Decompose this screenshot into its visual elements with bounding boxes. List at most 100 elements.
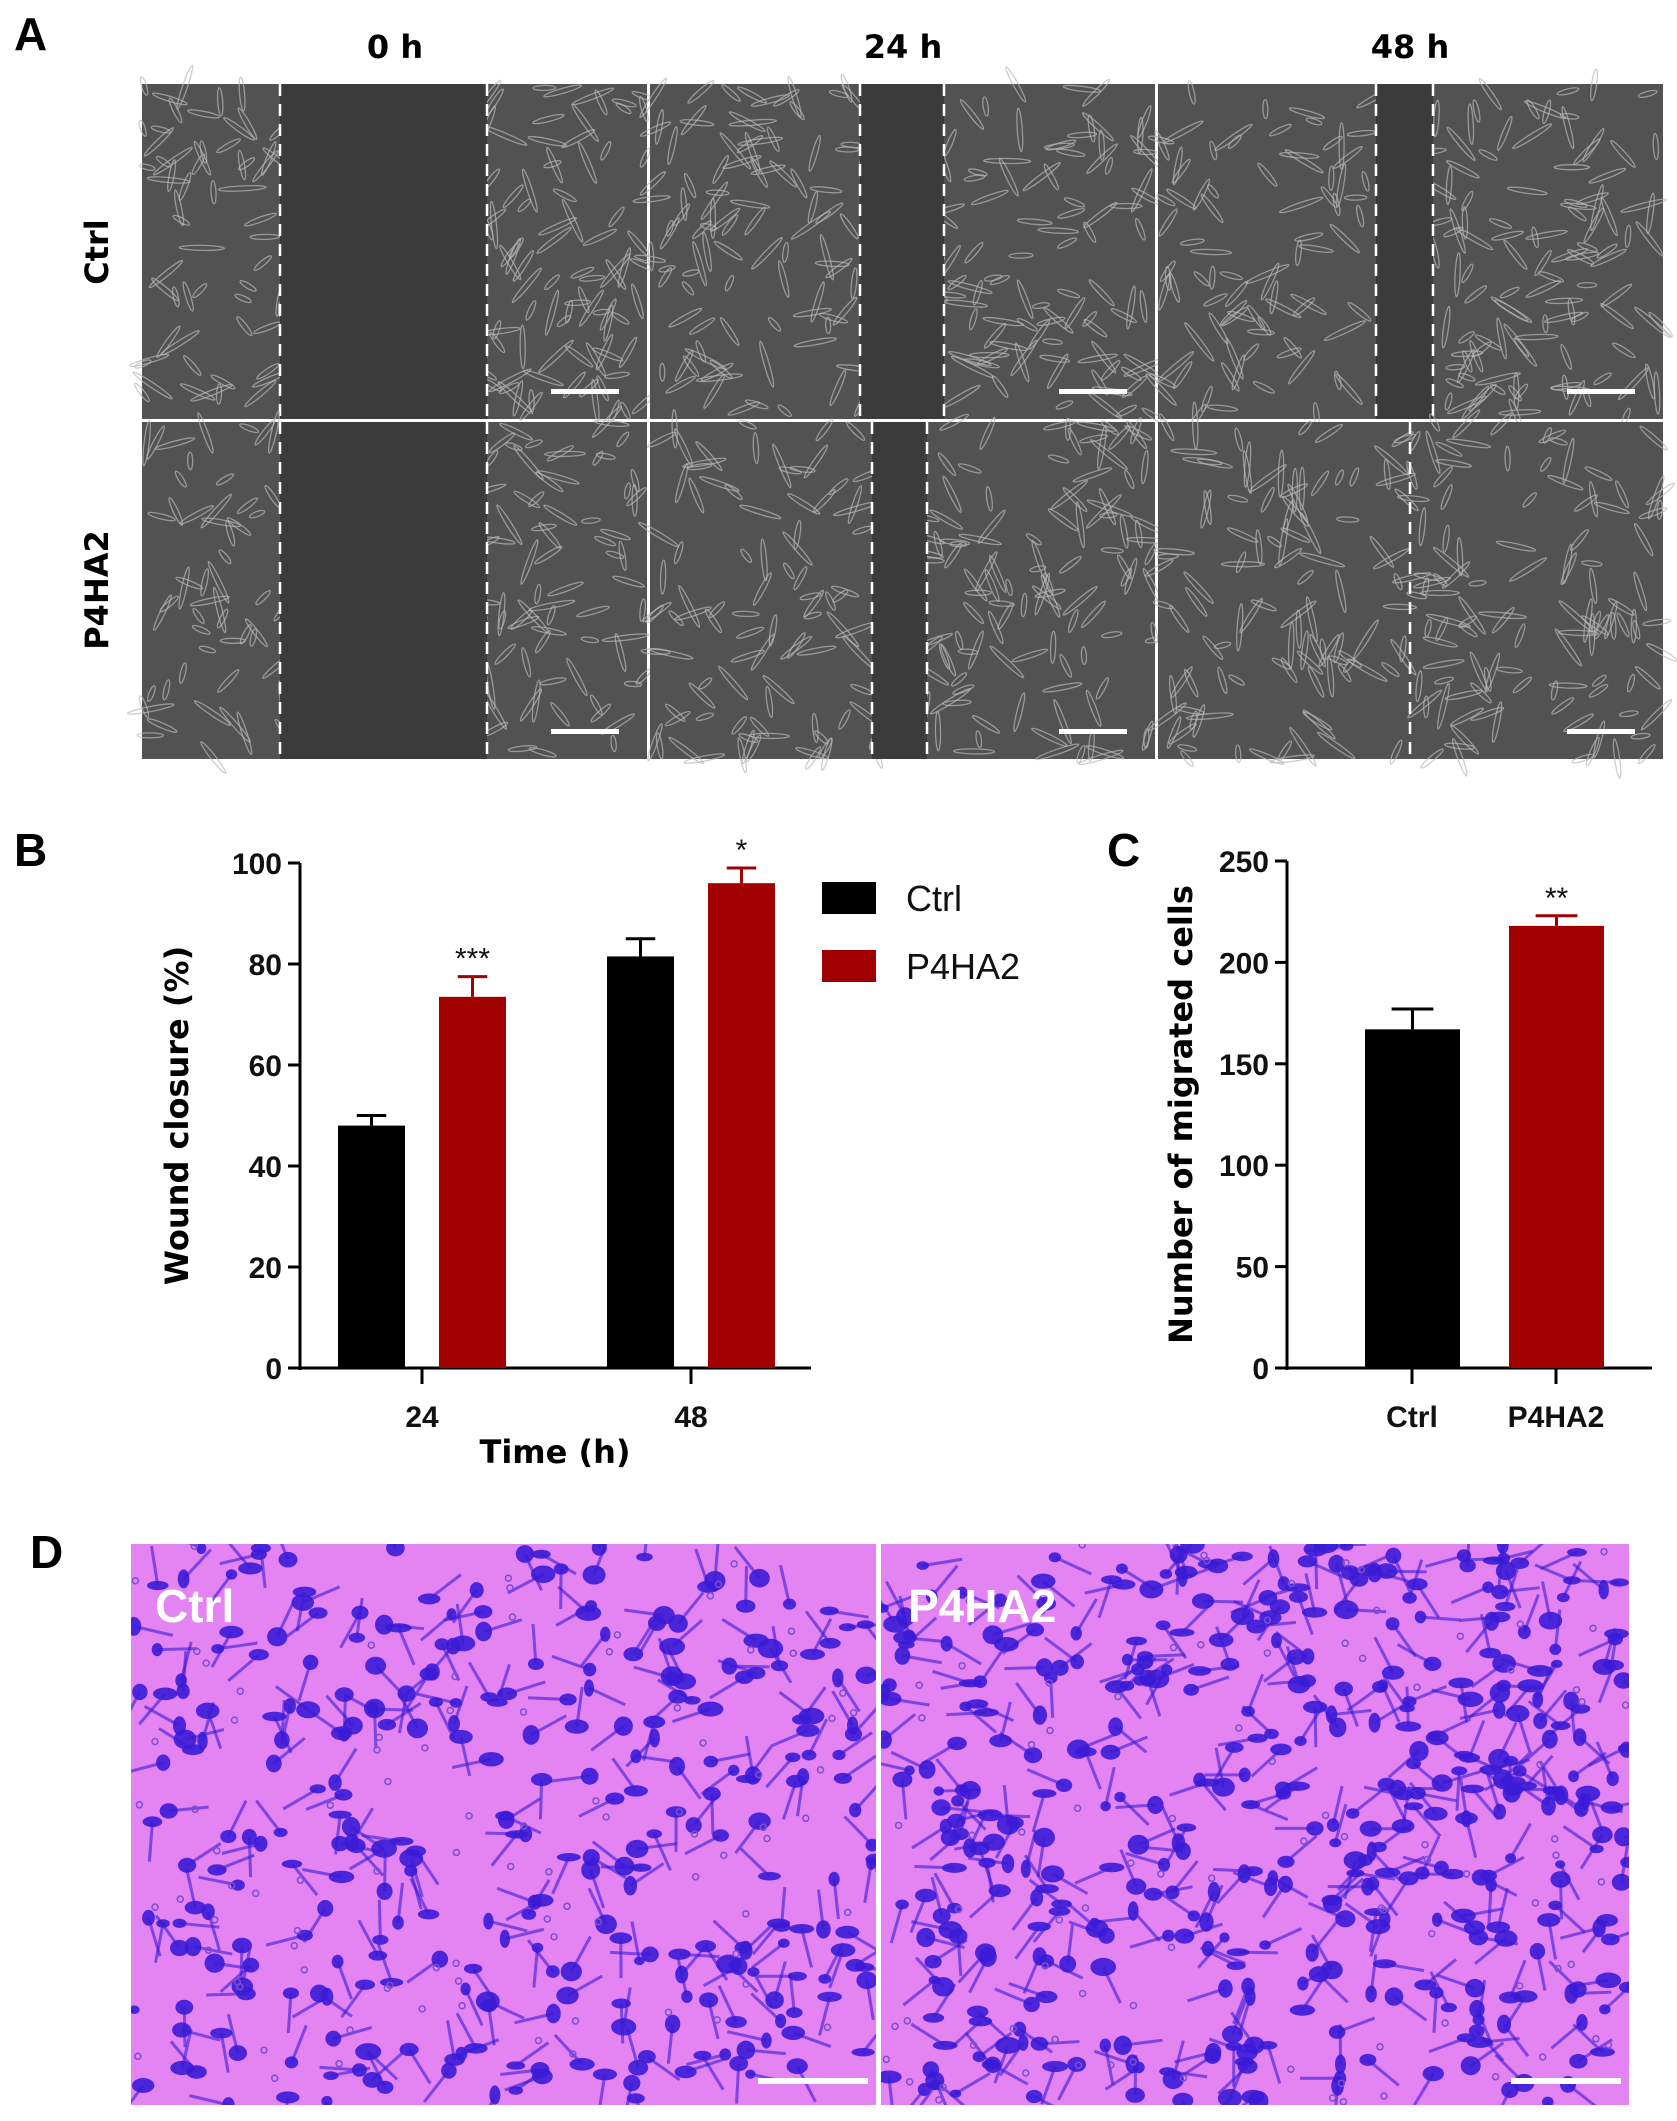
stained-cell <box>469 1582 484 1599</box>
membrane-pore <box>1127 1859 1135 1867</box>
cell-process <box>838 1731 873 1757</box>
stained-cell <box>448 1715 460 1733</box>
cell-process <box>1304 1573 1317 1613</box>
cell <box>982 96 990 117</box>
cell <box>1445 378 1464 389</box>
membrane-pore <box>1041 1962 1049 1970</box>
stained-cell <box>1051 1659 1069 1676</box>
cell <box>1189 248 1233 256</box>
cell <box>1406 591 1428 600</box>
cell <box>839 213 859 240</box>
cell <box>810 281 825 323</box>
cell <box>721 84 741 102</box>
cell <box>142 419 152 467</box>
cell-process <box>1562 1825 1598 1851</box>
cell <box>534 630 551 654</box>
stained-cell <box>1431 1774 1453 1792</box>
cell <box>134 382 150 403</box>
stained-cell <box>1205 2043 1222 2062</box>
cell <box>152 146 193 176</box>
stained-cell <box>159 1803 178 1819</box>
cell <box>1086 499 1133 517</box>
stained-cell <box>1479 1764 1503 1775</box>
cell <box>488 368 532 393</box>
y-tick-label: 150 <box>1219 1049 1269 1082</box>
stained-cell <box>1175 1842 1191 1860</box>
membrane-pore <box>1074 2061 1083 2070</box>
cell <box>1059 555 1082 574</box>
cell <box>1332 145 1363 170</box>
cell <box>1277 740 1293 763</box>
cell <box>605 550 625 560</box>
cell <box>210 179 217 205</box>
y-tick-label: 60 <box>249 1050 282 1083</box>
stained-cell <box>1113 2035 1133 2055</box>
cell <box>1083 221 1097 243</box>
y-tick-label: 20 <box>249 1252 282 1285</box>
stained-cell <box>1569 1981 1587 1998</box>
cell <box>594 89 608 116</box>
stained-cell <box>248 1649 269 1661</box>
stained-cell <box>1548 1900 1562 1911</box>
row-label-p4ha2: P4HA2 <box>78 530 116 650</box>
cell <box>997 602 1014 630</box>
stained-cell <box>856 1971 876 1990</box>
cell <box>1327 655 1348 666</box>
cell <box>187 451 194 471</box>
membrane-pore <box>690 1830 699 1838</box>
cell-process <box>818 1996 832 2036</box>
cell-process <box>964 1705 997 1734</box>
cell <box>1420 748 1444 769</box>
cell <box>505 237 521 275</box>
cell <box>838 709 851 730</box>
cell <box>136 732 165 739</box>
stained-cell <box>1568 1770 1579 1783</box>
cell <box>178 662 187 684</box>
cell <box>594 535 617 547</box>
cell <box>659 217 680 250</box>
cell <box>236 497 259 515</box>
stained-cell <box>1551 1659 1563 1668</box>
cell <box>1168 722 1197 745</box>
membrane-pore <box>905 2078 914 2086</box>
cell-process <box>1623 1835 1629 1840</box>
cell <box>1592 720 1606 759</box>
stained-cell <box>225 1569 238 1580</box>
stained-cell <box>1613 1672 1629 1689</box>
stained-cell <box>1326 1818 1340 1832</box>
cell <box>818 737 833 759</box>
legend-label-Ctrl: Ctrl <box>906 878 962 919</box>
membrane-pore <box>732 1950 740 1958</box>
stained-cell <box>1460 2056 1481 2076</box>
cell <box>687 79 715 104</box>
cell <box>1235 551 1247 574</box>
stained-cell <box>668 1689 687 1704</box>
stained-cell <box>1517 1624 1531 1640</box>
membrane-pore <box>699 1739 707 1747</box>
cell <box>719 132 752 170</box>
cell <box>712 154 730 185</box>
cell <box>1550 381 1582 391</box>
cell <box>1335 373 1363 406</box>
cell-process <box>889 1904 904 1944</box>
stained-cell <box>1576 2014 1588 2031</box>
cell <box>977 509 1006 544</box>
membrane-pore <box>1380 2092 1388 2100</box>
stained-cell <box>1510 1557 1530 1569</box>
cell <box>1449 707 1485 727</box>
membrane-pore <box>1287 2065 1295 2073</box>
membrane-pore <box>1515 1982 1524 1990</box>
cell <box>564 345 594 368</box>
membrane-pore <box>1516 1620 1525 1628</box>
cell <box>1554 628 1582 667</box>
panel-label-a: A <box>14 8 47 60</box>
stained-cell <box>1119 1680 1135 1691</box>
stained-cell <box>1147 1795 1164 1815</box>
cell <box>769 160 798 188</box>
transwell-label-ctrl: Ctrl <box>155 1580 234 1632</box>
cell-process <box>1420 1836 1441 1874</box>
stained-cell <box>1573 1728 1587 1746</box>
cell <box>1250 599 1277 612</box>
cell <box>1202 635 1224 660</box>
cell <box>248 509 266 519</box>
